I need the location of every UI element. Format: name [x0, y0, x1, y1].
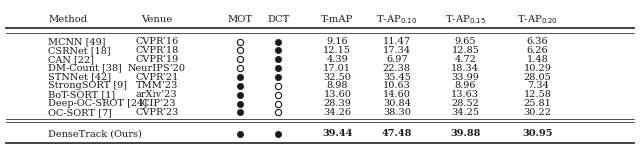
Text: 34.25: 34.25 [451, 108, 479, 117]
Text: 30.22: 30.22 [524, 108, 552, 117]
Text: STNNet [42]: STNNet [42] [48, 73, 111, 81]
Text: TMM’23: TMM’23 [136, 81, 178, 90]
Text: 11.47: 11.47 [383, 37, 411, 46]
Text: BoT-SORT [1]: BoT-SORT [1] [48, 90, 115, 99]
Text: CVPR’16: CVPR’16 [135, 37, 179, 46]
Text: 10.29: 10.29 [524, 64, 552, 73]
Text: StrongSORT [9]: StrongSORT [9] [48, 81, 127, 90]
Text: 47.48: 47.48 [381, 129, 412, 138]
Text: 12.85: 12.85 [451, 46, 479, 55]
Text: 12.58: 12.58 [524, 90, 552, 99]
Text: DM-Count [38]: DM-Count [38] [48, 64, 122, 73]
Text: 28.39: 28.39 [323, 99, 351, 108]
Text: CVPR’21: CVPR’21 [135, 73, 179, 81]
Text: 9.16: 9.16 [326, 37, 348, 46]
Text: 10.63: 10.63 [383, 81, 411, 90]
Text: CVPR’23: CVPR’23 [135, 108, 179, 117]
Text: 6.36: 6.36 [527, 37, 548, 46]
Text: CAN [22]: CAN [22] [48, 55, 94, 64]
Text: 35.45: 35.45 [383, 73, 411, 81]
Text: 38.30: 38.30 [383, 108, 411, 117]
Text: 30.84: 30.84 [383, 99, 411, 108]
Text: 28.52: 28.52 [451, 99, 479, 108]
Text: 13.63: 13.63 [451, 90, 479, 99]
Text: 22.38: 22.38 [383, 64, 411, 73]
Text: 39.88: 39.88 [450, 129, 481, 138]
Text: Venue: Venue [141, 15, 173, 24]
Text: 25.81: 25.81 [524, 99, 552, 108]
Text: 12.15: 12.15 [323, 46, 351, 55]
Text: 1.48: 1.48 [527, 55, 548, 64]
Text: DCT: DCT [268, 15, 289, 24]
Text: MOT: MOT [227, 15, 253, 24]
Text: OC-SORT [7]: OC-SORT [7] [48, 108, 112, 117]
Text: NeurIPS’20: NeurIPS’20 [128, 64, 186, 73]
Text: T-mAP: T-mAP [321, 15, 353, 24]
Text: 4.72: 4.72 [454, 55, 476, 64]
Text: Deep-OC-SROT [24]: Deep-OC-SROT [24] [48, 99, 147, 108]
Text: 14.60: 14.60 [383, 90, 411, 99]
Text: 17.34: 17.34 [383, 46, 411, 55]
Text: DenseTrack (Ours): DenseTrack (Ours) [48, 129, 142, 138]
Text: T-AP$_{0.10}$: T-AP$_{0.10}$ [376, 13, 417, 26]
Text: 8.96: 8.96 [454, 81, 476, 90]
Text: CVPR’18: CVPR’18 [135, 46, 179, 55]
Text: CVPR’19: CVPR’19 [135, 55, 179, 64]
Text: 30.95: 30.95 [522, 129, 553, 138]
Text: Method: Method [48, 15, 87, 24]
Text: 4.39: 4.39 [326, 55, 348, 64]
Text: CSRNet [18]: CSRNet [18] [48, 46, 111, 55]
Text: 6.97: 6.97 [386, 55, 408, 64]
Text: 18.34: 18.34 [451, 64, 479, 73]
Text: 7.34: 7.34 [527, 81, 548, 90]
Text: 6.26: 6.26 [527, 46, 548, 55]
Text: 33.99: 33.99 [451, 73, 479, 81]
Text: 13.60: 13.60 [323, 90, 351, 99]
Text: 28.05: 28.05 [524, 73, 552, 81]
Text: 32.50: 32.50 [323, 73, 351, 81]
Text: 9.65: 9.65 [454, 37, 476, 46]
Text: arXiv’23: arXiv’23 [136, 90, 178, 99]
Text: T-AP$_{0.20}$: T-AP$_{0.20}$ [517, 13, 558, 26]
Text: 39.44: 39.44 [322, 129, 353, 138]
Text: 34.26: 34.26 [323, 108, 351, 117]
Text: ICIP’23: ICIP’23 [138, 99, 175, 108]
Text: MCNN [49]: MCNN [49] [48, 37, 106, 46]
Text: 8.98: 8.98 [326, 81, 348, 90]
Text: 17.01: 17.01 [323, 64, 351, 73]
Text: T-AP$_{0.15}$: T-AP$_{0.15}$ [445, 13, 486, 26]
